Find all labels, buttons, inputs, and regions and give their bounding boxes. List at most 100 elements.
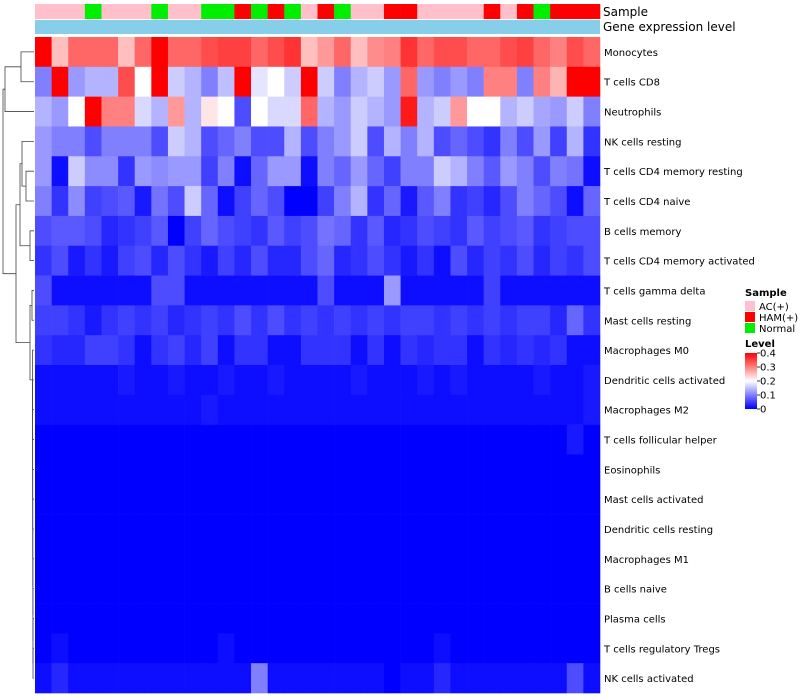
heatmap-cell xyxy=(433,126,451,157)
heatmap-cell xyxy=(267,37,285,68)
heatmap-cell xyxy=(267,365,285,396)
heatmap-cell xyxy=(201,424,219,455)
heatmap-cell xyxy=(400,424,418,455)
heatmap-cell xyxy=(450,275,468,306)
heatmap-cell xyxy=(433,394,451,425)
heatmap-cell xyxy=(184,156,202,187)
heatmap-cell xyxy=(433,335,451,366)
heatmap-cell xyxy=(383,514,401,545)
heatmap-cell xyxy=(217,365,235,396)
heatmap-cell xyxy=(284,245,302,276)
heatmap-cell xyxy=(350,96,368,127)
heatmap-cell xyxy=(317,186,335,217)
heatmap-cell xyxy=(317,633,335,664)
heatmap-cell xyxy=(184,305,202,336)
heatmap-cell xyxy=(300,663,318,694)
heatmap-cell xyxy=(450,365,468,396)
heatmap-cell xyxy=(167,365,185,396)
heatmap-cell xyxy=(217,633,235,664)
heatmap-cell xyxy=(284,96,302,127)
heatmap-cell xyxy=(151,245,169,276)
heatmap-cell xyxy=(400,365,418,396)
heatmap-cell xyxy=(234,335,252,366)
heatmap-cell xyxy=(51,424,69,455)
heatmap-cell xyxy=(201,514,219,545)
heatmap-cell xyxy=(417,543,435,575)
heatmap-cell xyxy=(201,484,219,515)
heatmap-cell xyxy=(151,156,169,187)
heatmap-cell xyxy=(516,633,534,664)
sample-cell xyxy=(68,4,86,19)
sample-cell xyxy=(500,4,518,19)
heatmap-cell xyxy=(184,573,202,604)
heatmap-cell xyxy=(251,603,268,634)
heatmap-cell xyxy=(151,573,169,604)
heatmap-cell xyxy=(334,514,352,545)
heatmap-cell xyxy=(550,424,568,455)
heatmap-cell xyxy=(300,156,318,187)
heatmap-cell xyxy=(35,454,52,485)
heatmap-cell xyxy=(400,66,418,97)
heatmap-cell xyxy=(267,335,285,366)
heatmap-cell xyxy=(300,484,318,515)
heatmap-cell xyxy=(317,245,335,276)
heatmap-cell xyxy=(184,275,202,306)
heatmap-cell xyxy=(467,365,484,396)
heatmap-cell xyxy=(500,37,518,68)
row-label: Macrophages M2 xyxy=(604,406,689,417)
heatmap-cell xyxy=(151,215,169,247)
heatmap-cell xyxy=(350,126,368,157)
heatmap-cell xyxy=(467,573,484,604)
heatmap-cell xyxy=(467,424,484,455)
heatmap-cell xyxy=(167,37,185,68)
heatmap-cell xyxy=(450,96,468,127)
heatmap-cell xyxy=(533,245,551,276)
heatmap-cell xyxy=(334,275,352,306)
heatmap-cell xyxy=(400,543,418,575)
heatmap-cell xyxy=(467,663,484,694)
heatmap-cell xyxy=(367,514,385,545)
heatmap-cell xyxy=(217,663,235,694)
heatmap-cell xyxy=(134,96,152,127)
heatmap-cell xyxy=(550,514,568,545)
heatmap-cell xyxy=(400,96,418,127)
heatmap-cell xyxy=(68,514,86,545)
heatmap-cell xyxy=(284,66,302,97)
heatmap-cell xyxy=(101,96,119,127)
heatmap-cell xyxy=(51,126,69,157)
heatmap-cell xyxy=(167,245,185,276)
heatmap-cell xyxy=(367,215,385,247)
heatmap-cell xyxy=(284,663,302,694)
heatmap-cell xyxy=(383,484,401,515)
heatmap-cell xyxy=(118,573,136,604)
heatmap-cell xyxy=(167,394,185,425)
heatmap-cell xyxy=(566,275,584,306)
heatmap-cell xyxy=(68,484,86,515)
row-label: Plasma cells xyxy=(604,614,666,625)
heatmap-cell xyxy=(533,603,551,634)
heatmap-cell xyxy=(566,305,584,336)
heatmap-cell xyxy=(234,66,252,97)
sample-annotation-track xyxy=(35,4,601,19)
heatmap-cell xyxy=(417,96,435,127)
heatmap-cell xyxy=(433,484,451,515)
heatmap-cell xyxy=(35,245,52,276)
heatmap-cell xyxy=(334,633,352,664)
heatmap-cell xyxy=(334,454,352,485)
heatmap-cell xyxy=(317,96,335,127)
heatmap-cell xyxy=(483,275,501,306)
heatmap-cell xyxy=(84,543,102,575)
heatmap-cell xyxy=(483,424,501,455)
heatmap-cell xyxy=(317,335,335,366)
heatmap-cell xyxy=(184,484,202,515)
sample-cell xyxy=(284,4,302,19)
sample-cell xyxy=(483,4,501,19)
row-label: B cells memory xyxy=(604,227,681,238)
heatmap-cell xyxy=(400,454,418,485)
heatmap-cell xyxy=(68,663,86,694)
heatmap-cell xyxy=(533,96,551,127)
heatmap-cell xyxy=(433,365,451,396)
heatmap-cell xyxy=(350,335,368,366)
heatmap-cell xyxy=(300,215,318,247)
heatmap-cell xyxy=(500,335,518,366)
